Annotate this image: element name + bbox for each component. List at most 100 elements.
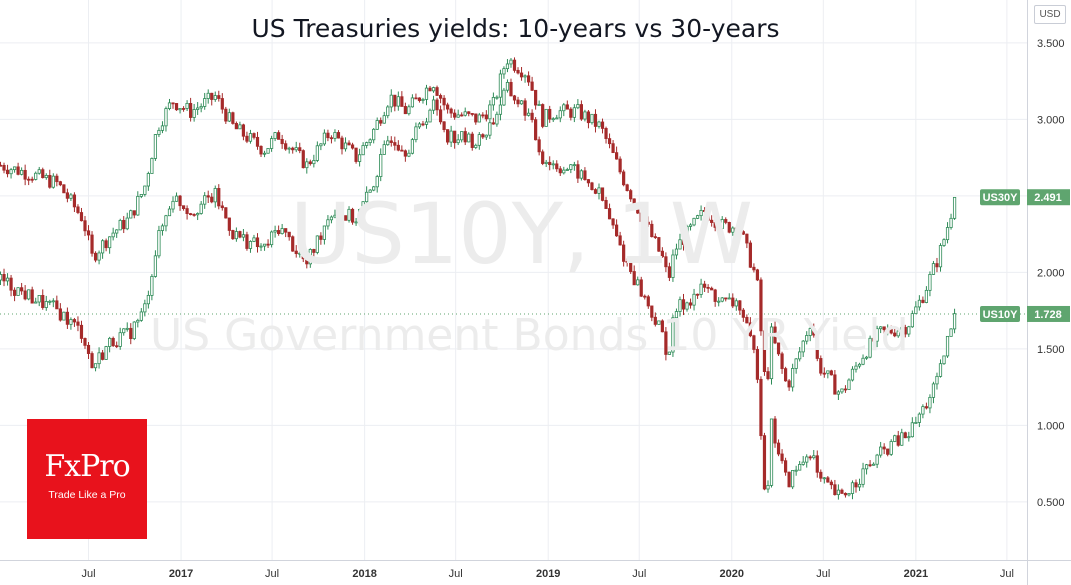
candle-body xyxy=(491,122,495,125)
candle-body xyxy=(604,200,608,209)
candle-body xyxy=(572,164,576,167)
y-tick-label: 3.500 xyxy=(1037,38,1065,50)
candle-body xyxy=(935,263,939,268)
candle-body xyxy=(907,436,911,439)
candle-body xyxy=(593,189,598,194)
candle-body xyxy=(829,481,833,486)
candle-body xyxy=(741,231,745,235)
candle-body xyxy=(55,175,59,183)
candle-body xyxy=(794,469,798,472)
candle-body xyxy=(657,237,661,252)
candle-body xyxy=(477,114,481,123)
candle-body xyxy=(903,326,907,335)
candle-body xyxy=(217,188,221,207)
candle-body xyxy=(555,117,559,120)
candle-body xyxy=(526,75,531,83)
candle-body xyxy=(368,189,372,193)
candle-body xyxy=(854,365,858,370)
candle-body xyxy=(5,169,10,175)
currency-button[interactable]: USD xyxy=(1034,5,1066,24)
candle-body xyxy=(678,299,682,312)
candle-body xyxy=(62,184,66,194)
candle-body xyxy=(203,195,207,205)
candle-body xyxy=(586,111,591,124)
candle-body xyxy=(129,210,133,219)
candle-body xyxy=(294,147,298,151)
candle-body xyxy=(505,63,510,70)
candle-body xyxy=(896,435,900,446)
candle-body xyxy=(667,266,672,278)
candle-body xyxy=(34,301,38,304)
candle-body xyxy=(597,187,601,194)
candle-body xyxy=(692,217,696,226)
candle-body xyxy=(769,326,774,380)
candle-body xyxy=(146,295,150,305)
x-axis-ticks: Jul 2017 Jul 2018 Jul 2019 Jul 2020 Jul 2021 Jul xyxy=(81,568,1013,580)
candle-body xyxy=(706,211,710,221)
candle-body xyxy=(48,300,52,303)
candle-body xyxy=(815,334,819,359)
candle-body xyxy=(262,243,267,247)
candle-body xyxy=(808,456,812,459)
candle-body xyxy=(118,219,122,231)
candle-body xyxy=(787,380,791,388)
last-value-box xyxy=(1027,189,1070,206)
candle-body xyxy=(122,219,126,230)
candle-body xyxy=(579,170,583,179)
candle-body xyxy=(893,332,897,337)
candle-body xyxy=(615,152,619,160)
candle-body xyxy=(305,161,309,169)
candle-body xyxy=(467,111,471,114)
candle-body xyxy=(125,217,129,230)
candle-body xyxy=(562,104,566,112)
candle-body xyxy=(914,422,918,424)
candle-body xyxy=(181,108,186,110)
candle-body xyxy=(791,470,795,488)
candle-body xyxy=(396,144,400,151)
candle-body xyxy=(203,98,207,107)
candle-body xyxy=(333,132,337,139)
candle-body xyxy=(889,441,893,455)
candle-body xyxy=(607,208,612,220)
grid-lines xyxy=(0,0,1027,560)
candle-body xyxy=(136,195,140,216)
candle-body xyxy=(143,185,147,195)
candle-body xyxy=(745,233,749,244)
candle-body xyxy=(516,69,520,74)
candle-body xyxy=(139,194,143,197)
candle-body xyxy=(12,166,17,171)
candle-body xyxy=(674,311,679,319)
candle-body xyxy=(16,166,20,175)
candle-body xyxy=(213,95,217,100)
candle-body xyxy=(51,300,55,303)
candle-body xyxy=(76,206,80,213)
x-tick-label: Jul xyxy=(265,568,279,580)
candle-body xyxy=(805,456,809,463)
candle-body xyxy=(886,328,890,331)
candle-body xyxy=(343,142,348,150)
candle-body xyxy=(780,353,784,370)
candle-body xyxy=(776,342,781,355)
candle-body xyxy=(319,143,323,147)
candle-body xyxy=(224,108,228,122)
candle-body xyxy=(900,326,904,332)
candle-body xyxy=(551,118,555,121)
candle-body xyxy=(579,104,583,120)
candle-body xyxy=(410,139,415,154)
candle-body xyxy=(643,221,647,223)
candle-body xyxy=(174,103,179,111)
candle-body xyxy=(741,309,745,318)
candle-body xyxy=(713,222,717,228)
candle-body xyxy=(58,181,62,186)
candle-body xyxy=(872,337,876,342)
y-tick-label: 2.000 xyxy=(1037,267,1065,279)
candle-body xyxy=(16,287,20,296)
candle-body xyxy=(449,108,453,114)
logo-tagline: Trade Like a Pro xyxy=(48,489,126,501)
candle-body xyxy=(322,132,326,145)
last-value-label: 1.728 xyxy=(1034,309,1062,321)
candle-body xyxy=(822,372,826,375)
candle-body xyxy=(69,194,73,199)
candle-body xyxy=(667,351,672,355)
candle-body xyxy=(530,112,534,121)
